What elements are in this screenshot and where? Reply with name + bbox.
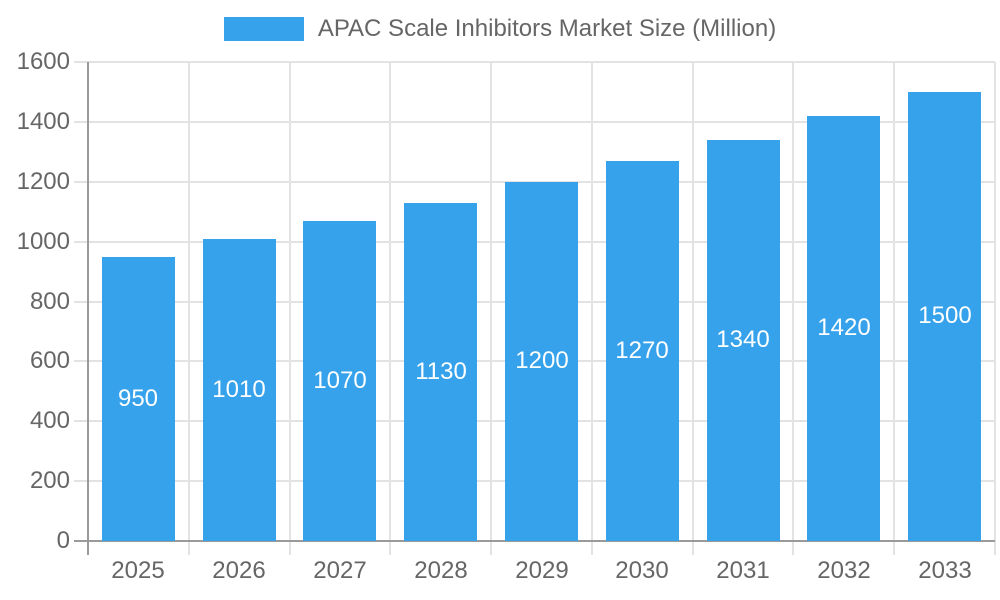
- x-tick-label: 2030: [615, 557, 669, 584]
- bar-value-label: 1500: [918, 302, 972, 329]
- bar: [203, 239, 276, 541]
- x-grid-line: [994, 62, 996, 555]
- bar: [505, 182, 578, 541]
- bar-value-label: 1270: [615, 337, 669, 364]
- bar: [404, 203, 477, 541]
- y-tick-label: 0: [56, 527, 70, 554]
- x-tick-label: 2029: [515, 557, 569, 584]
- bar: [707, 140, 780, 541]
- x-grid-line: [490, 62, 492, 555]
- y-tick-label: 1600: [16, 48, 70, 75]
- x-tick-label: 2032: [817, 557, 871, 584]
- x-tick-label: 2027: [313, 557, 367, 584]
- bar-value-label: 1420: [817, 314, 871, 341]
- x-grid-line: [188, 62, 190, 555]
- y-grid-line: [74, 121, 995, 123]
- x-tick-label: 2033: [918, 557, 972, 584]
- legend-item[interactable]: APAC Scale Inhibitors Market Size (Milli…: [0, 0, 1000, 58]
- x-grid-line: [389, 62, 391, 555]
- bar-value-label: 950: [117, 385, 159, 412]
- y-tick-label: 200: [29, 467, 70, 494]
- x-tick-label: 2031: [716, 557, 770, 584]
- x-grid-line: [893, 62, 895, 555]
- bar: [303, 221, 376, 541]
- x-grid-line: [591, 62, 593, 555]
- bar-value-label: 1130: [415, 358, 467, 385]
- y-tick-label: 1400: [16, 108, 70, 135]
- legend-swatch: [223, 17, 304, 41]
- bar-value-label: 1200: [515, 347, 569, 374]
- legend-label: APAC Scale Inhibitors Market Size (Milli…: [317, 15, 777, 42]
- y-tick-label: 1200: [16, 168, 70, 195]
- y-axis-line: [87, 62, 89, 555]
- x-grid-line: [792, 62, 794, 555]
- y-tick-label: 600: [29, 347, 70, 374]
- x-tick-label: 2025: [111, 557, 165, 584]
- bar: [606, 161, 679, 541]
- x-grid-line: [289, 62, 291, 555]
- x-tick-label: 2026: [212, 557, 266, 584]
- bar-value-label: 1010: [212, 376, 266, 403]
- x-axis-line: [74, 540, 995, 542]
- bar-value-label: 1340: [716, 326, 770, 353]
- x-tick-label: 2028: [414, 557, 468, 584]
- bar-value-label: 1070: [313, 367, 367, 394]
- y-tick-label: 800: [29, 288, 70, 315]
- bar: [908, 92, 981, 541]
- bar: [102, 257, 175, 541]
- bar: [807, 116, 880, 541]
- x-grid-line: [692, 62, 694, 555]
- y-tick-label: 1000: [16, 228, 70, 255]
- y-tick-label: 400: [29, 407, 70, 434]
- y-grid-line: [74, 61, 995, 63]
